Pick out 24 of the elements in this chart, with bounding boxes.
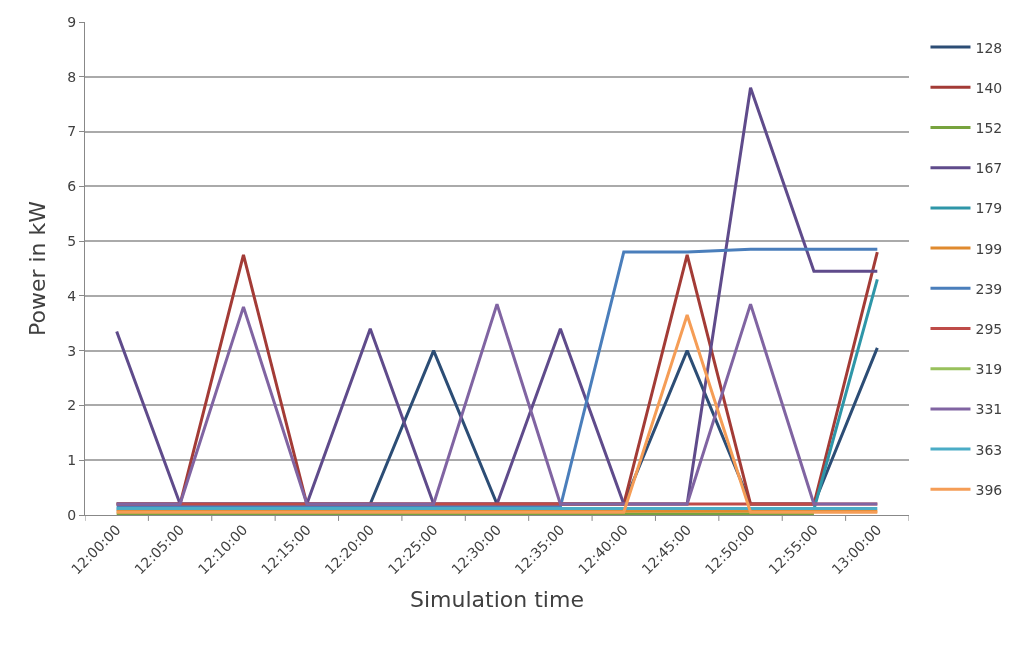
y-tick-label: 1 [67,452,77,469]
legend-label: 167 [975,160,1003,177]
legend-label: 295 [975,320,1003,337]
x-axis-title: Simulation time [410,587,584,613]
y-tick-label: 9 [67,13,77,30]
legend-label: 363 [975,441,1003,458]
y-tick-label: 2 [67,397,77,414]
y-tick-label: 0 [67,506,77,523]
legend-label: 199 [975,240,1003,257]
legend-label: 239 [975,280,1003,297]
legend-label: 128 [975,39,1003,56]
y-tick-label: 4 [67,287,77,304]
legend-label: 331 [975,401,1003,418]
y-tick-label: 7 [67,123,77,140]
legend-label: 152 [975,119,1003,136]
y-tick-label: 3 [67,342,77,359]
y-tick-label: 5 [67,233,77,250]
legend-label: 179 [975,200,1003,217]
y-tick-label: 8 [67,68,77,85]
legend-label: 396 [975,481,1003,498]
y-tick-label: 6 [67,178,77,195]
legend-label: 140 [975,79,1003,96]
legend-label: 319 [975,361,1003,378]
y-axis-title: Power in kW [25,200,51,337]
